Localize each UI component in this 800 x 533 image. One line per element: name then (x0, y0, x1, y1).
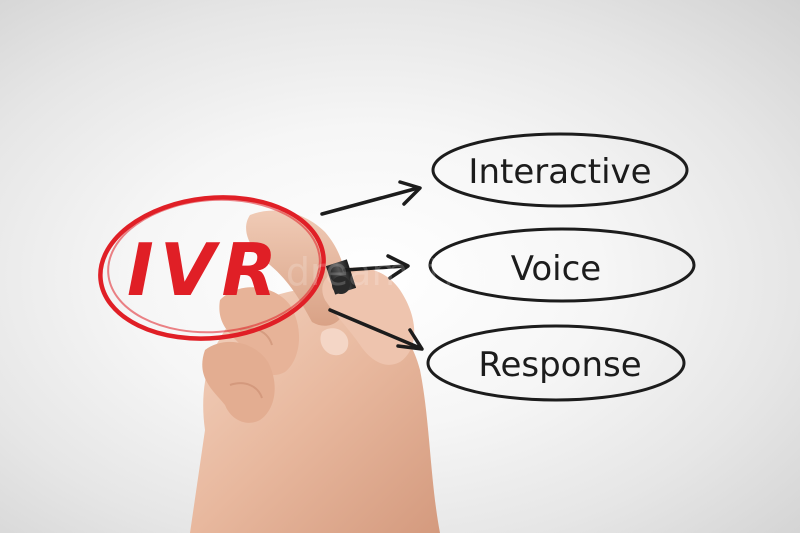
oval-interactive (431, 132, 689, 208)
arrow-head-interactive (398, 180, 422, 206)
word-interactive: Interactive (468, 152, 651, 192)
arrow-head-response (396, 328, 424, 351)
word-voice: Voice (511, 249, 601, 289)
oval-voice (428, 227, 696, 303)
arrow-voice (343, 264, 407, 272)
arrow-interactive (320, 186, 420, 216)
word-response: Response (478, 345, 641, 385)
oval-response (426, 324, 686, 402)
arrow-head-voice (386, 254, 410, 280)
arrows (320, 180, 424, 351)
watermark-text: dreamstime (286, 250, 514, 294)
acronym-text: IVR (127, 228, 283, 312)
acronym-circle (98, 195, 326, 341)
arrow-response (328, 308, 422, 350)
